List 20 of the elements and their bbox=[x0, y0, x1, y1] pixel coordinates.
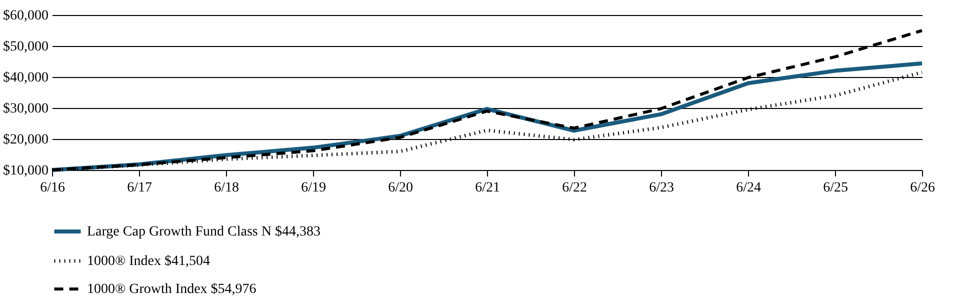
x-tick-label: 6/17 bbox=[127, 180, 152, 196]
x-tick-label: 6/26 bbox=[910, 180, 935, 196]
x-tick-label: 6/25 bbox=[823, 180, 848, 196]
y-tick-label: $40,000 bbox=[3, 70, 48, 86]
y-tick-label: $20,000 bbox=[3, 132, 48, 148]
x-tick-label: 6/24 bbox=[736, 180, 761, 196]
x-tick-label: 6/18 bbox=[214, 180, 239, 196]
legend-label: 1000® Index $41,504 bbox=[87, 254, 210, 269]
y-tick-label: $60,000 bbox=[3, 8, 48, 24]
y-tick-label: $50,000 bbox=[3, 40, 48, 54]
x-tick-label: 6/19 bbox=[301, 180, 326, 196]
x-tick-label: 6/23 bbox=[649, 180, 674, 196]
y-tick-label: $30,000 bbox=[3, 102, 48, 116]
x-tick-label: 6/20 bbox=[388, 180, 413, 196]
x-tick-label: 6/22 bbox=[562, 180, 587, 196]
x-tick-label: 6/21 bbox=[475, 180, 500, 196]
legend-label: 1000® Growth Index $54,976 bbox=[87, 282, 256, 297]
legend-label: Large Cap Growth Fund Class N $44,383 bbox=[87, 224, 320, 240]
y-tick-label: $10,000 bbox=[3, 164, 48, 178]
x-tick-label: 6/16 bbox=[40, 180, 65, 196]
